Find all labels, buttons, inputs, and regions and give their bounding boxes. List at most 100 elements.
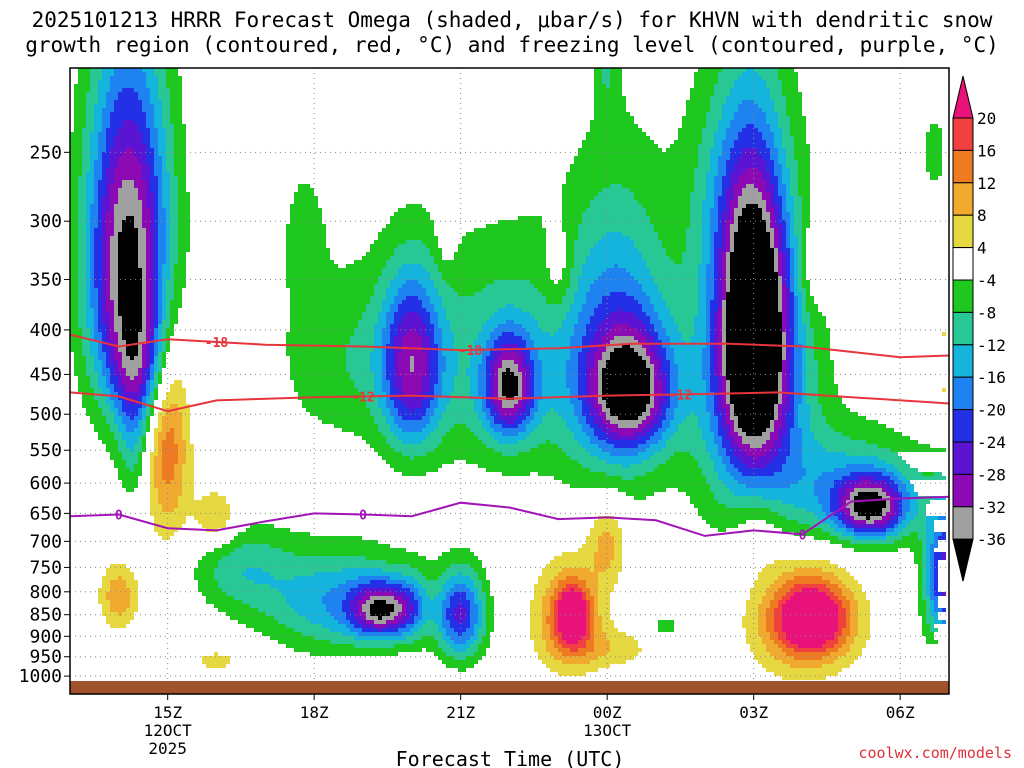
omega-cell xyxy=(106,232,114,236)
omega-cell xyxy=(78,176,86,180)
omega-cell xyxy=(158,92,170,96)
omega-cell xyxy=(730,180,738,184)
omega-cell xyxy=(94,256,102,260)
omega-cell xyxy=(354,260,386,264)
omega-cell xyxy=(114,304,118,308)
omega-cell xyxy=(698,148,710,152)
omega-cell xyxy=(86,244,90,248)
omega-cell xyxy=(94,312,98,316)
omega-cell xyxy=(598,276,634,280)
omega-cell xyxy=(846,624,850,628)
omega-cell xyxy=(230,540,378,544)
omega-cell xyxy=(786,232,790,236)
omega-cell xyxy=(86,108,94,112)
omega-cell xyxy=(646,360,650,364)
omega-cell xyxy=(762,76,778,80)
omega-cell xyxy=(118,276,142,280)
omega-cell xyxy=(134,468,142,472)
omega-cell xyxy=(694,76,718,80)
omega-cell xyxy=(86,372,98,376)
omega-cell xyxy=(726,200,730,204)
omega-cell xyxy=(126,440,138,444)
omega-cell xyxy=(98,216,102,220)
omega-cell xyxy=(530,336,570,340)
omega-cell xyxy=(618,416,638,420)
omega-cell xyxy=(778,256,782,260)
omega-cell xyxy=(694,412,710,416)
omega-cell xyxy=(146,260,150,264)
omega-cell xyxy=(722,384,726,388)
omega-cell xyxy=(398,368,410,372)
omega-cell xyxy=(786,160,798,164)
omega-cell xyxy=(474,580,482,584)
omega-cell xyxy=(502,376,518,380)
omega-cell xyxy=(150,412,154,416)
omega-cell xyxy=(782,280,786,284)
omega-cell xyxy=(714,248,718,252)
omega-cell xyxy=(578,416,586,420)
omega-cell xyxy=(806,468,834,472)
omega-cell xyxy=(534,344,570,348)
omega-cell xyxy=(778,576,794,580)
omega-cell xyxy=(774,624,782,628)
omega-cell xyxy=(70,196,78,200)
omega-cell xyxy=(734,168,746,172)
omega-cell xyxy=(178,200,190,204)
omega-cell xyxy=(286,600,322,604)
omega-cell xyxy=(714,312,718,316)
omega-cell xyxy=(726,136,738,140)
omega-cell xyxy=(698,276,706,280)
omega-cell xyxy=(150,492,158,496)
omega-cell xyxy=(850,588,862,592)
omega-cell xyxy=(438,404,446,408)
omega-cell xyxy=(486,612,494,616)
omega-cell xyxy=(146,152,154,156)
omega-cell xyxy=(158,84,166,88)
omega-cell xyxy=(758,72,778,76)
omega-cell xyxy=(918,600,926,604)
omega-cell xyxy=(770,460,786,464)
omega-cell xyxy=(418,568,446,572)
omega-cell xyxy=(78,180,86,184)
omega-cell xyxy=(138,240,146,244)
omega-cell xyxy=(778,404,782,408)
omega-cell xyxy=(90,160,94,164)
omega-cell xyxy=(802,240,806,244)
omega-cell xyxy=(142,308,146,312)
omega-cell xyxy=(794,140,806,144)
omega-cell xyxy=(726,168,734,172)
omega-cell xyxy=(198,588,222,592)
omega-cell xyxy=(150,176,158,180)
omega-cell xyxy=(478,588,482,592)
omega-cell xyxy=(662,408,666,412)
omega-cell xyxy=(430,388,434,392)
omega-cell xyxy=(774,168,782,172)
omega-cell xyxy=(118,280,142,284)
omega-cell xyxy=(934,604,938,608)
omega-cell xyxy=(586,328,598,332)
omega-cell xyxy=(126,400,138,404)
omega-cell xyxy=(650,396,654,400)
omega-cell xyxy=(154,256,158,260)
omega-cell xyxy=(646,472,702,476)
omega-cell xyxy=(122,352,126,356)
omega-cell xyxy=(402,472,426,476)
omega-cell xyxy=(706,308,710,312)
omega-cell xyxy=(246,576,274,580)
omega-cell xyxy=(670,404,678,408)
omega-cell xyxy=(138,396,142,400)
omega-cell xyxy=(94,116,102,120)
omega-cell xyxy=(526,368,530,372)
omega-cell xyxy=(590,608,594,612)
omega-cell xyxy=(754,124,770,128)
omega-cell xyxy=(402,300,422,304)
omega-cell xyxy=(78,188,86,192)
omega-cell xyxy=(70,208,78,212)
omega-cell xyxy=(918,588,922,592)
omega-cell xyxy=(718,160,726,164)
omega-cell xyxy=(602,336,614,340)
omega-cell xyxy=(770,424,774,428)
omega-cell xyxy=(586,364,594,368)
omega-cell xyxy=(594,400,598,404)
omega-cell xyxy=(786,260,790,264)
